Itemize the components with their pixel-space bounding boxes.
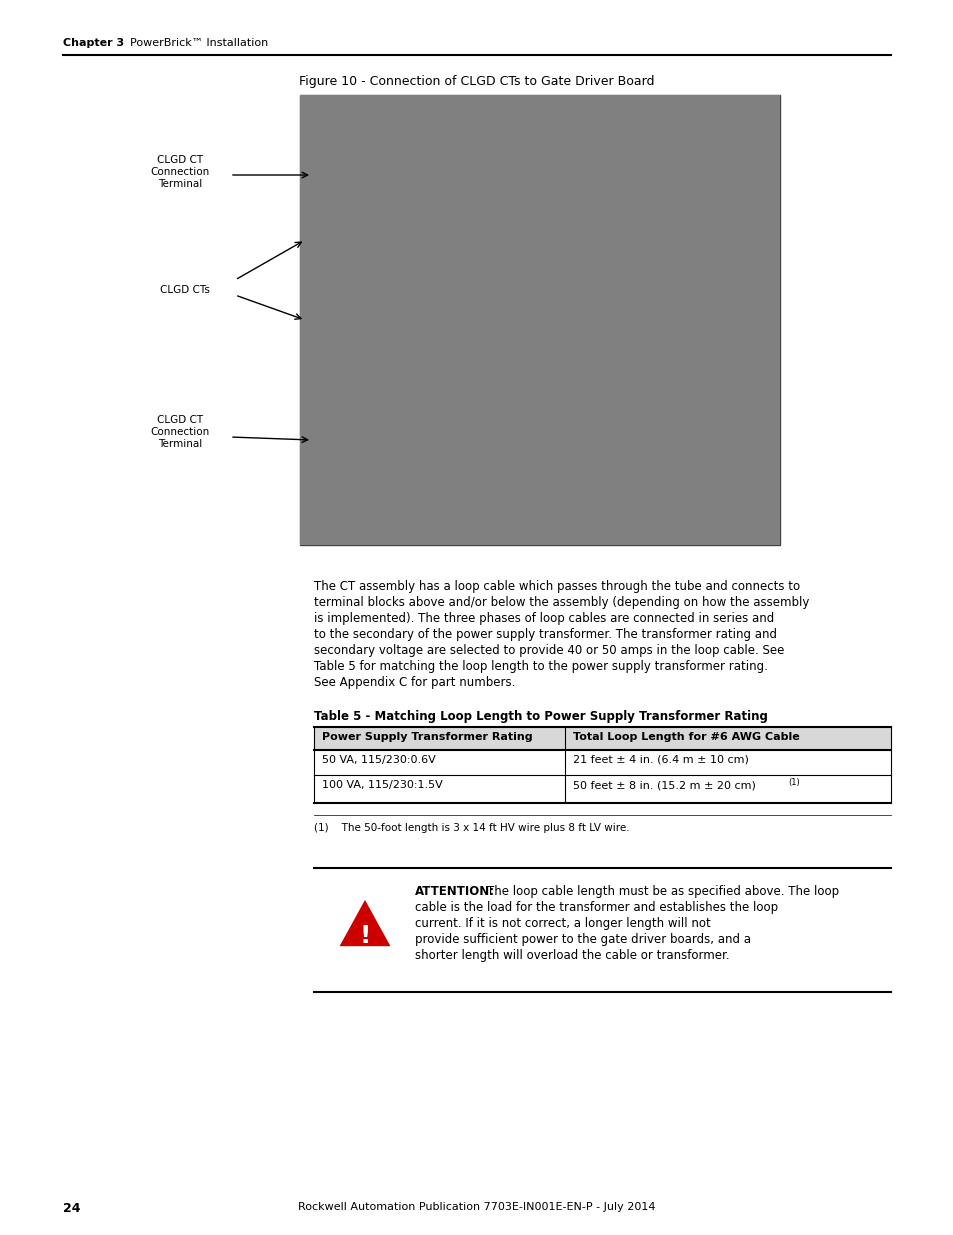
Text: CLGD CT: CLGD CT [157,415,203,425]
Text: (1): (1) [787,778,799,787]
Text: provide sufficient power to the gate driver boards, and a: provide sufficient power to the gate dri… [415,932,750,946]
Text: Total Loop Length for #6 AWG Cable: Total Loop Length for #6 AWG Cable [573,732,799,742]
Text: Power Supply Transformer Rating: Power Supply Transformer Rating [322,732,532,742]
Text: Terminal: Terminal [157,438,202,450]
Text: Rockwell Automation Publication 7703E-IN001E-EN-P - July 2014: Rockwell Automation Publication 7703E-IN… [298,1202,655,1212]
Text: secondary voltage are selected to provide 40 or 50 amps in the loop cable. See: secondary voltage are selected to provid… [314,643,783,657]
Text: cable is the load for the transformer and establishes the loop: cable is the load for the transformer an… [415,902,778,914]
Text: ATTENTION:: ATTENTION: [415,885,495,898]
Text: 21 feet ± 4 in. (6.4 m ± 10 cm): 21 feet ± 4 in. (6.4 m ± 10 cm) [573,755,748,764]
Text: !: ! [359,924,371,948]
Text: terminal blocks above and/or below the assembly (depending on how the assembly: terminal blocks above and/or below the a… [314,597,808,609]
Text: Connection: Connection [151,427,210,437]
Text: CLGD CT: CLGD CT [157,156,203,165]
Text: Terminal: Terminal [157,179,202,189]
Text: (1)    The 50-foot length is 3 x 14 ft HV wire plus 8 ft LV wire.: (1) The 50-foot length is 3 x 14 ft HV w… [314,823,629,832]
Text: to the secondary of the power supply transformer. The transformer rating and: to the secondary of the power supply tra… [314,629,776,641]
Polygon shape [341,903,388,945]
Text: See Appendix C for part numbers.: See Appendix C for part numbers. [314,676,515,689]
FancyBboxPatch shape [299,95,780,545]
Text: is implemented). The three phases of loop cables are connected in series and: is implemented). The three phases of loo… [314,613,774,625]
Text: shorter length will overload the cable or transformer.: shorter length will overload the cable o… [415,948,729,962]
Text: CLGD CTs: CLGD CTs [160,285,210,295]
Text: The loop cable length must be as specified above. The loop: The loop cable length must be as specifi… [486,885,839,898]
Text: Chapter 3: Chapter 3 [63,38,124,48]
Text: current. If it is not correct, a longer length will not: current. If it is not correct, a longer … [415,918,710,930]
Text: PowerBrick™ Installation: PowerBrick™ Installation [130,38,268,48]
Bar [314,727,890,750]
Text: The CT assembly has a loop cable which passes through the tube and connects to: The CT assembly has a loop cable which p… [314,580,800,593]
Text: Table 5 - Matching Loop Length to Power Supply Transformer Rating: Table 5 - Matching Loop Length to Power … [314,710,767,722]
Text: 50 VA, 115/230:0.6V: 50 VA, 115/230:0.6V [322,755,436,764]
Text: Connection: Connection [151,167,210,177]
Text: 24: 24 [63,1202,80,1215]
Text: 50 feet ± 8 in. (15.2 m ± 20 cm): 50 feet ± 8 in. (15.2 m ± 20 cm) [573,781,759,790]
Text: 100 VA, 115/230:1.5V: 100 VA, 115/230:1.5V [322,781,442,790]
Text: Figure 10 - Connection of CLGD CTs to Gate Driver Board: Figure 10 - Connection of CLGD CTs to Ga… [299,75,654,88]
Text: Table 5 for matching the loop length to the power supply transformer rating.: Table 5 for matching the loop length to … [314,659,767,673]
